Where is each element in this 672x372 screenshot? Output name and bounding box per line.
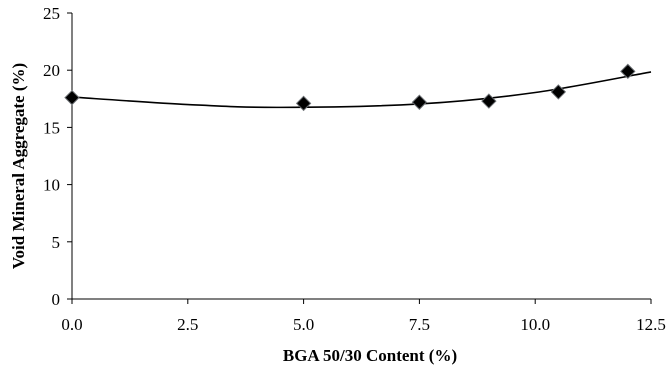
axes [71, 13, 651, 300]
trendline [71, 71, 652, 109]
axis-titles: BGA 50/30 Content (%) Void Mineral Aggre… [9, 63, 457, 365]
data-points [64, 63, 636, 112]
x-tick-label: 2.5 [177, 315, 198, 334]
x-tick-label: 0.0 [61, 315, 82, 334]
y-tick-label: 15 [43, 118, 60, 137]
data-point-diamond [550, 84, 567, 100]
data-point-diamond [481, 93, 497, 109]
y-axis-title: Void Mineral Aggregate (%) [9, 63, 28, 269]
data-point-diamond [295, 95, 312, 112]
data-point-diamond [64, 89, 80, 106]
y-tick-label: 25 [43, 4, 60, 23]
x-axis-title: BGA 50/30 Content (%) [283, 346, 457, 365]
y-tick-label: 0 [52, 290, 61, 309]
y-tick-label: 20 [43, 61, 60, 80]
data-point-diamond [620, 63, 636, 80]
y-tick-label: 10 [43, 176, 60, 195]
trendline-layer [71, 71, 652, 109]
data-point-diamond [411, 94, 428, 110]
x-tick-label: 5.0 [293, 315, 314, 334]
x-tick-label: 12.5 [636, 315, 666, 334]
ticks: 0 5 10 15 20 25 0.0 2.5 5.0 7.5 10.0 12.5 [43, 4, 666, 334]
x-tick-label: 10.0 [520, 315, 550, 334]
y-tick-label: 5 [52, 233, 61, 252]
x-tick-label: 7.5 [409, 315, 430, 334]
